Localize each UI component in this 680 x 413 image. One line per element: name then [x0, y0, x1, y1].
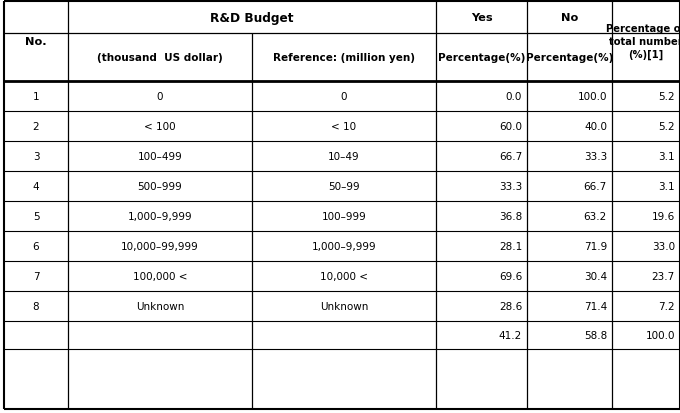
Text: 0.0: 0.0 — [506, 92, 522, 102]
Text: 7.2: 7.2 — [658, 301, 675, 311]
Text: (thousand  US dollar): (thousand US dollar) — [97, 53, 223, 63]
Text: R&D Budget: R&D Budget — [210, 12, 294, 24]
Text: 4: 4 — [33, 182, 39, 192]
Text: 28.1: 28.1 — [498, 242, 522, 252]
Text: 40.0: 40.0 — [584, 122, 607, 132]
Text: 2: 2 — [33, 122, 39, 132]
Text: 19.6: 19.6 — [651, 211, 675, 221]
Text: Unknown: Unknown — [320, 301, 368, 311]
Text: 100–499: 100–499 — [137, 152, 182, 161]
Text: 23.7: 23.7 — [651, 271, 675, 281]
Text: 69.6: 69.6 — [498, 271, 522, 281]
Text: Unknown: Unknown — [136, 301, 184, 311]
Text: 5: 5 — [33, 211, 39, 221]
Text: 10,000 <: 10,000 < — [320, 271, 368, 281]
Text: Percentage(%): Percentage(%) — [438, 53, 525, 63]
Text: < 100: < 100 — [144, 122, 176, 132]
Text: 33.3: 33.3 — [583, 152, 607, 161]
Text: 0: 0 — [341, 92, 347, 102]
Text: 66.7: 66.7 — [498, 152, 522, 161]
Text: 71.9: 71.9 — [583, 242, 607, 252]
Text: No.: No. — [25, 37, 47, 47]
Text: Yes: Yes — [471, 13, 492, 23]
Text: 3.1: 3.1 — [658, 182, 675, 192]
Text: 0: 0 — [157, 92, 163, 102]
Text: 33.3: 33.3 — [498, 182, 522, 192]
Text: 3: 3 — [33, 152, 39, 161]
Text: 1: 1 — [33, 92, 39, 102]
Text: 6: 6 — [33, 242, 39, 252]
Text: 100.0: 100.0 — [645, 330, 675, 340]
Text: 100.0: 100.0 — [577, 92, 607, 102]
Text: 60.0: 60.0 — [499, 122, 522, 132]
Text: 100,000 <: 100,000 < — [133, 271, 187, 281]
Text: 1,000–9,999: 1,000–9,999 — [311, 242, 376, 252]
Text: Percentage(%): Percentage(%) — [526, 53, 613, 63]
Text: No: No — [561, 13, 578, 23]
Text: 66.7: 66.7 — [583, 182, 607, 192]
Text: 1,000–9,999: 1,000–9,999 — [128, 211, 192, 221]
Text: 10–49: 10–49 — [328, 152, 360, 161]
Text: 50–99: 50–99 — [328, 182, 360, 192]
Text: 5.2: 5.2 — [658, 122, 675, 132]
Text: 10,000–99,999: 10,000–99,999 — [121, 242, 199, 252]
Text: 71.4: 71.4 — [583, 301, 607, 311]
Text: < 10: < 10 — [331, 122, 356, 132]
Text: 3.1: 3.1 — [658, 152, 675, 161]
Text: 33.0: 33.0 — [652, 242, 675, 252]
Text: 36.8: 36.8 — [498, 211, 522, 221]
Text: 63.2: 63.2 — [583, 211, 607, 221]
Text: 500–999: 500–999 — [137, 182, 182, 192]
Text: 58.8: 58.8 — [583, 330, 607, 340]
Text: 5.2: 5.2 — [658, 92, 675, 102]
Text: Percentage of
total number
(%)[1]: Percentage of total number (%)[1] — [607, 24, 680, 59]
Text: 41.2: 41.2 — [498, 330, 522, 340]
Text: 100–999: 100–999 — [322, 211, 367, 221]
Text: 8: 8 — [33, 301, 39, 311]
Text: Reference: (million yen): Reference: (million yen) — [273, 53, 415, 63]
Text: 7: 7 — [33, 271, 39, 281]
Text: 28.6: 28.6 — [498, 301, 522, 311]
Text: 30.4: 30.4 — [584, 271, 607, 281]
